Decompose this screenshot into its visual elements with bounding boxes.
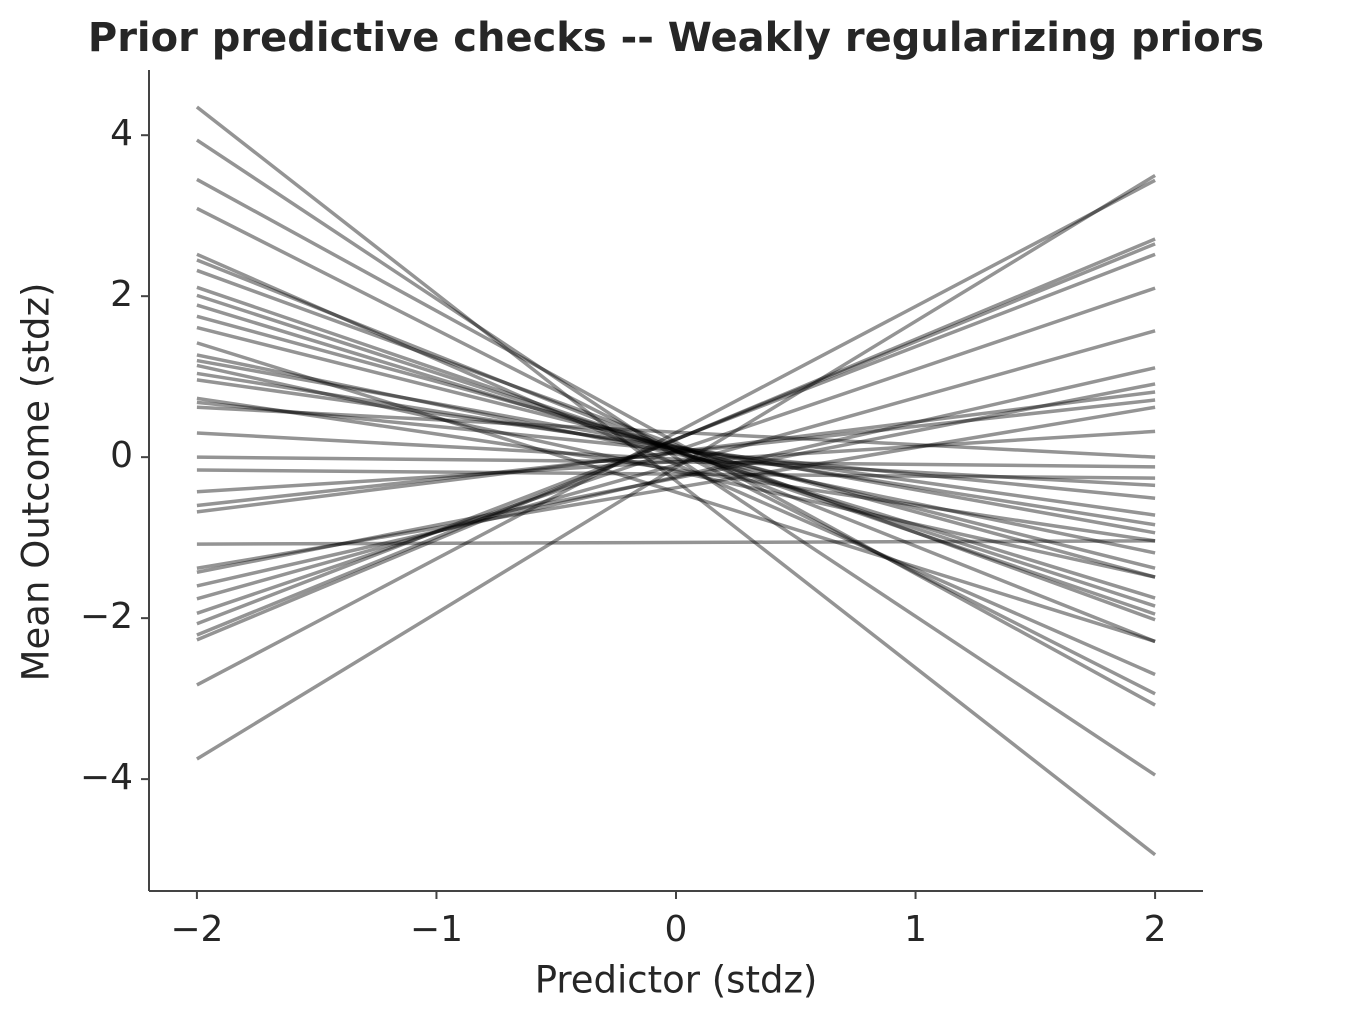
- prior-line: [196, 314, 1156, 579]
- prior-line: [196, 539, 1156, 546]
- prior-line: [196, 396, 1156, 543]
- prior-line: [196, 325, 1156, 570]
- x-tick-label: 1: [904, 909, 927, 950]
- y-tick-label: −2: [80, 596, 133, 637]
- prior-line: [195, 105, 1157, 857]
- prior-line: [196, 405, 1156, 459]
- x-tick-label: −1: [410, 909, 463, 950]
- y-tick-label: 4: [110, 113, 133, 154]
- prior-line: [196, 371, 1156, 527]
- prior-line: [196, 293, 1156, 608]
- y-tick-label: 2: [110, 274, 133, 315]
- x-tick-label: −2: [170, 909, 223, 950]
- prior-line: [196, 431, 1156, 488]
- x-tick-label: 2: [1144, 909, 1167, 950]
- prior-line: [196, 329, 1156, 601]
- prior-line: [196, 378, 1156, 517]
- prior-line: [196, 358, 1156, 535]
- prior-line: [196, 268, 1156, 622]
- prior-line: [195, 173, 1157, 761]
- prior-line: [196, 252, 1156, 677]
- prior-line: [196, 341, 1156, 644]
- prior-line: [196, 252, 1156, 626]
- prior-line: [195, 138, 1157, 777]
- prior-line: [196, 455, 1156, 469]
- x-tick-label: 0: [665, 909, 688, 950]
- y-tick-label: −4: [80, 757, 133, 798]
- prior-line: [196, 390, 1156, 514]
- prior-line: [196, 366, 1156, 588]
- x-axis-label: Predictor (stdz): [535, 959, 818, 1002]
- prior-line: [196, 177, 1156, 707]
- prior-line: [196, 285, 1156, 616]
- prior-line: [196, 363, 1156, 579]
- prior-line: [196, 178, 1156, 687]
- prior-line: [196, 237, 1156, 642]
- chart-title: Prior predictive checks -- Weakly regula…: [88, 15, 1264, 61]
- prior-line: [196, 353, 1156, 555]
- prior-line: [196, 398, 1156, 508]
- prior-line: [196, 303, 1156, 600]
- y-tick-label: 0: [110, 435, 133, 476]
- prior-line: [196, 286, 1156, 615]
- prior-line: [196, 405, 1156, 570]
- y-axis-label: Mean Outcome (stdz): [15, 283, 58, 682]
- prior-line: [196, 468, 1156, 480]
- prior-line: [196, 382, 1156, 574]
- prior-line: [196, 429, 1156, 494]
- prior-line: [196, 400, 1156, 500]
- prior-line: [196, 242, 1156, 637]
- prior-line: [196, 258, 1156, 644]
- prior-line: [196, 206, 1156, 696]
